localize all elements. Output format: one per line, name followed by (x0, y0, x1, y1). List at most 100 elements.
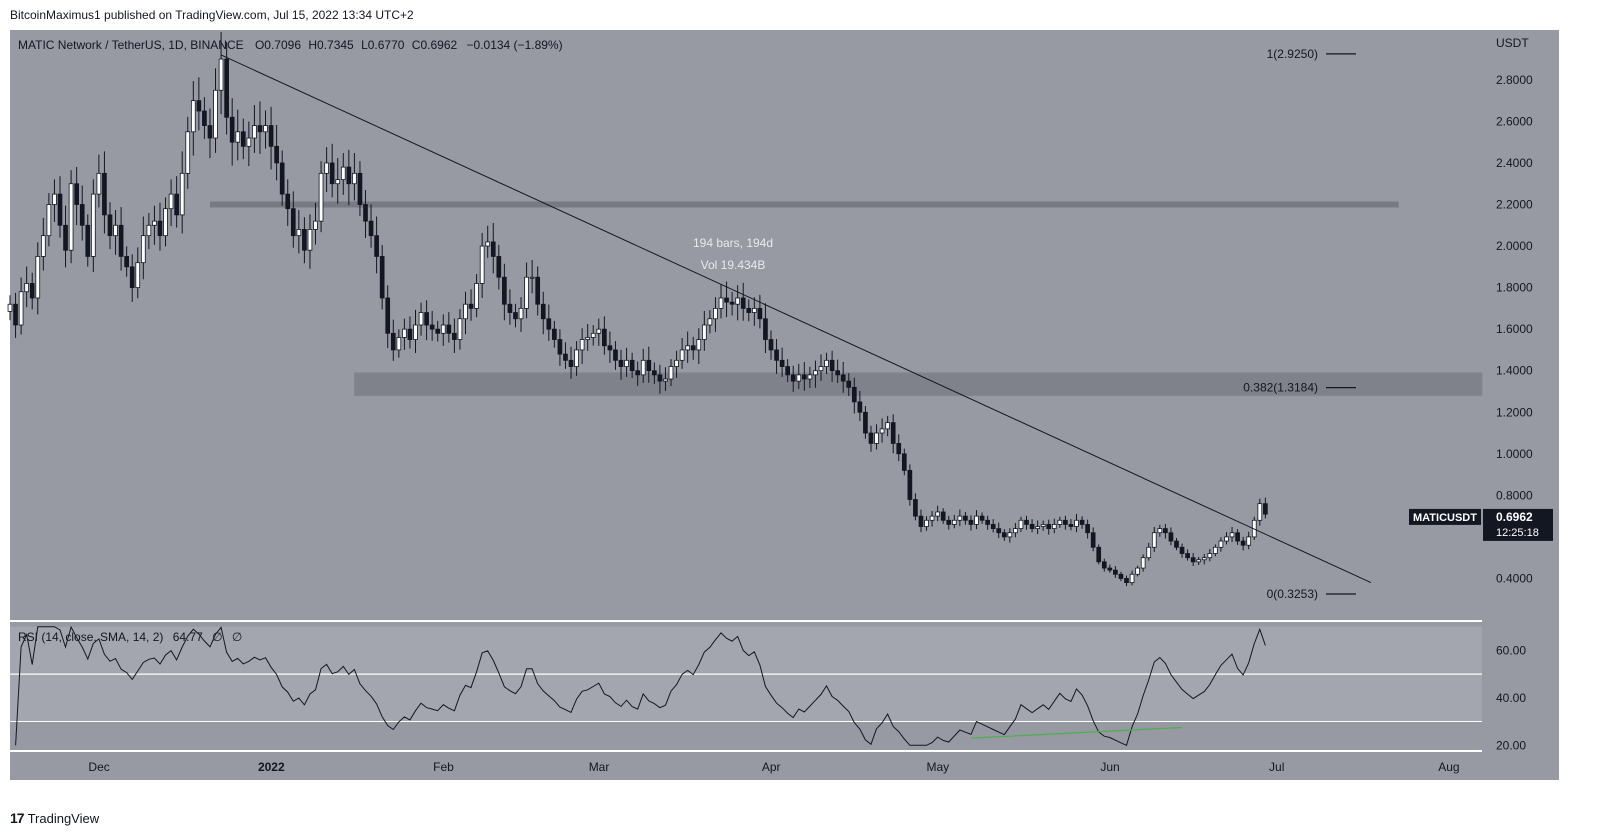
candle-body (768, 339, 774, 351)
measure-vol-label: Vol 19.434B (701, 258, 766, 272)
candle-body (901, 453, 907, 471)
candle-body (124, 256, 129, 268)
price-axis[interactable] (1482, 30, 1559, 780)
candle-body (935, 511, 940, 517)
candle-body (152, 220, 157, 226)
candle-body (429, 324, 435, 330)
candle-body (1124, 578, 1129, 584)
candle-body (746, 307, 752, 313)
candle-body (607, 345, 613, 351)
candle-body (1085, 524, 1090, 534)
candle-body (485, 241, 491, 247)
candle-body (229, 116, 235, 143)
candle-body (663, 378, 668, 382)
candle-body (235, 131, 241, 143)
candle-body (518, 307, 524, 320)
candle-body (1207, 553, 1213, 559)
candle-body (318, 172, 324, 222)
price-tick-label: 1.8000 (1496, 281, 1533, 295)
candle-body (757, 307, 763, 320)
candle-body (468, 303, 474, 309)
candle-body (552, 328, 557, 340)
candle-body (202, 110, 207, 126)
candle-body (574, 349, 579, 367)
candle-body (857, 401, 863, 413)
candle-body (79, 204, 85, 226)
candle-body (635, 370, 641, 376)
candle-body (602, 328, 607, 347)
candle-body (218, 58, 224, 91)
candle-body (1046, 524, 1052, 529)
candle-body (374, 235, 379, 257)
price-tick-label: 2.2000 (1496, 198, 1533, 212)
legend-open-label: O (255, 38, 264, 52)
legend-low-label: L (361, 38, 368, 52)
candle-body (785, 366, 791, 376)
candle-body (440, 324, 446, 334)
candle-body (1013, 528, 1018, 534)
candle-body (46, 204, 52, 237)
candle-body (1257, 503, 1263, 521)
candle-body (1035, 526, 1040, 529)
price-tick-label: 1.2000 (1496, 405, 1533, 419)
candle-body (918, 515, 924, 527)
candle-body (718, 297, 724, 309)
candle-body (1090, 532, 1096, 548)
date-tick-label: Dec (88, 760, 109, 774)
candle-body (1118, 573, 1124, 579)
descending-trendline (220, 54, 1372, 584)
candle-body (257, 125, 263, 133)
candle-body (957, 515, 963, 521)
candle-body (890, 422, 896, 444)
candle-body (57, 193, 63, 226)
rsi-line (15, 625, 1266, 746)
candle-body (1113, 569, 1118, 575)
date-axis[interactable] (10, 752, 1482, 780)
candle-body (285, 193, 291, 210)
candle-body (1140, 557, 1146, 569)
candle-body (457, 318, 463, 340)
candle-body (824, 359, 829, 367)
candle-body (1135, 567, 1140, 575)
candle-body (1235, 532, 1240, 542)
candle-body (863, 411, 868, 434)
candle-body (435, 328, 441, 334)
candle-body (224, 58, 229, 118)
candle-body (1185, 553, 1190, 559)
candle-body (1068, 524, 1074, 527)
candle-body (585, 337, 591, 340)
tradingview-logo[interactable]: 17 TradingView (10, 810, 99, 826)
candle-body (1218, 540, 1224, 548)
legend-change: −0.0134 (−1.89%) (467, 38, 563, 52)
rsi-legend-value: 64.77 (173, 630, 203, 644)
date-tick-label: May (927, 760, 950, 774)
price-tag-symbol: MATICUSDT (1413, 512, 1477, 524)
price-tag-price: 0.6962 (1496, 510, 1533, 524)
candle-body (346, 166, 352, 185)
candle-body (596, 328, 602, 334)
candle-body (74, 183, 80, 205)
candle-body (413, 324, 418, 340)
candle-body (796, 374, 802, 382)
candle-body (396, 337, 402, 351)
rsi-legend-extra1: ∅ (212, 630, 222, 644)
candle-body (1051, 524, 1057, 529)
candle-body (568, 359, 574, 367)
candle-body (407, 328, 413, 340)
candle-body (168, 193, 174, 210)
bullish-divergence-line (970, 726, 1183, 739)
candle-body (313, 220, 318, 230)
candle-body (679, 349, 685, 361)
price-tick-label: 1.4000 (1496, 364, 1533, 378)
candle-body (963, 515, 968, 521)
candle-body (674, 359, 679, 367)
candle-body (329, 162, 335, 185)
candle-body (1246, 536, 1252, 546)
date-tick-label: Apr (762, 760, 781, 774)
candle-body (979, 515, 985, 521)
candle-body (696, 339, 702, 351)
candle-body (479, 245, 485, 284)
price-tick-label: 2.0000 (1496, 239, 1533, 253)
candle-body (140, 235, 146, 264)
